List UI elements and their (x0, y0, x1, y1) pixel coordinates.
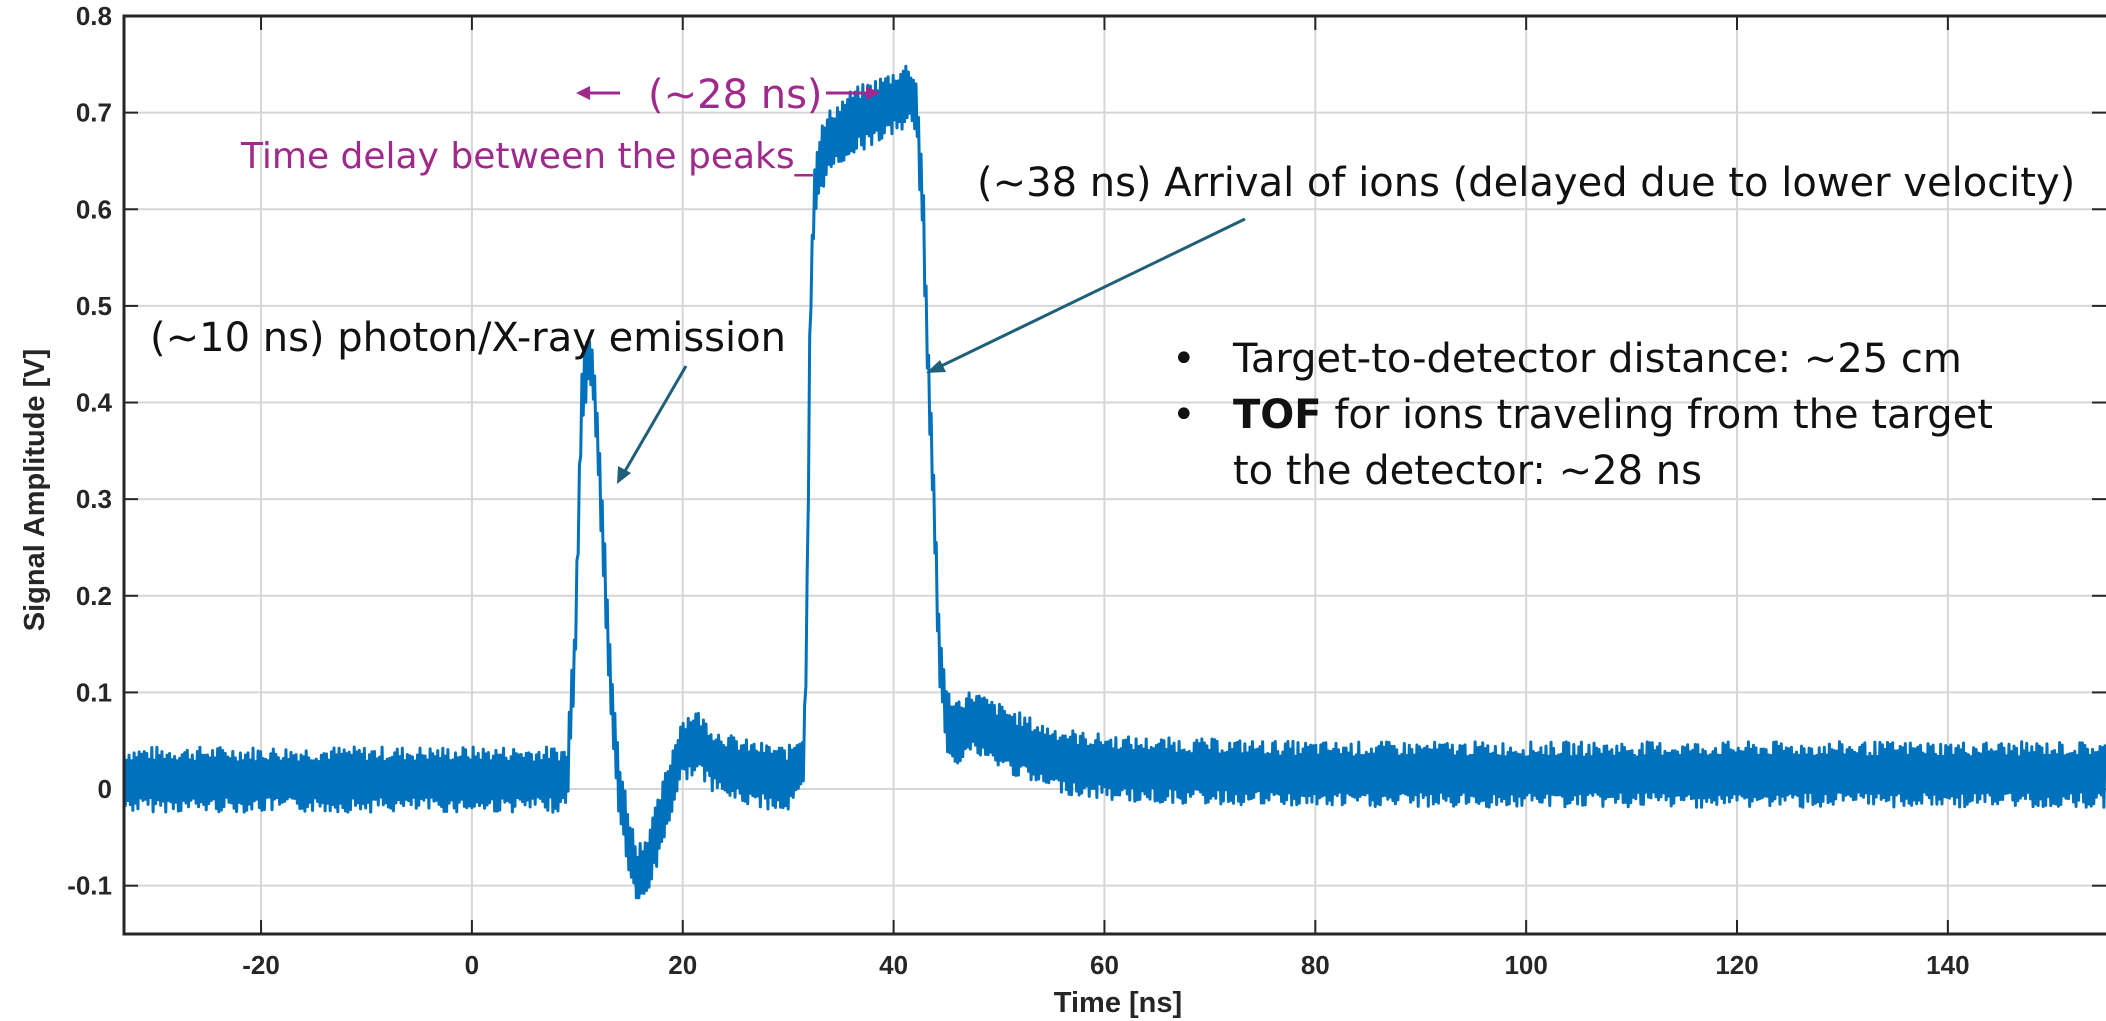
bullet-line-2-continuation: to the detector: ~28 ns (1233, 448, 1702, 494)
delay-arrowhead-right (866, 86, 880, 100)
annotation-ions-arrowhead (926, 360, 946, 373)
axis-ticks (124, 15, 2106, 934)
annotation-photon: (~10 ns) photon/X-ray emission (150, 315, 786, 361)
bullet-2-bold: TOF (1233, 392, 1322, 438)
y-tick-label: 0.1 (76, 677, 112, 707)
delay-arrowhead-left (576, 86, 590, 100)
x-tick-label: 0 (465, 950, 479, 980)
bullet-line-1: Target-to-detector distance: ~25 cm (1232, 336, 1962, 382)
bullet-line-2: TOF for ions traveling from the target (1233, 392, 1993, 438)
bullet-2-text: for ions traveling from the target (1322, 392, 1993, 438)
bullet-1-text: Target-to-detector distance: ~25 cm (1232, 336, 1962, 382)
x-tick-label: 100 (1504, 950, 1547, 980)
y-tick-label: 0.8 (76, 1, 112, 31)
y-tick-label: 0.5 (76, 291, 112, 321)
y-tick-label: 0.2 (76, 581, 112, 611)
annotation-delay-value: (~28 ns) (648, 72, 823, 118)
x-tick-label: 80 (1301, 950, 1330, 980)
y-tick-label: 0.6 (76, 194, 112, 224)
x-tick-label: 20 (668, 950, 697, 980)
x-tick-label: 140 (1926, 950, 1969, 980)
x-axis-label: Time [ns] (1054, 987, 1182, 1019)
x-tick-label: -20 (242, 950, 280, 980)
tick-labels: -20 0 20 40 60 80 100 120 140 -0.1 0 0.1 0.2 0.3 0.4 0.… (67, 1, 1969, 980)
y-tick-label: 0 (98, 774, 112, 804)
y-tick-label: 0.7 (76, 98, 112, 128)
bullet-marker-2: • (1172, 392, 1196, 438)
plot-frame (122, 14, 2106, 936)
series-layer (122, 64, 2106, 900)
annotation-ions-arrow (934, 217, 1246, 371)
x-tick-label: 120 (1715, 950, 1758, 980)
y-tick-label: -0.1 (67, 871, 112, 901)
annotation-photon-arrowhead (617, 466, 631, 484)
annotations: (~10 ns) photon/X-ray emission (~38 ns) … (150, 72, 2075, 494)
series-line (122, 64, 2106, 900)
annotation-ions: (~38 ns) Arrival of ions (delayed due to… (977, 160, 2075, 206)
bullet-marker-1: • (1172, 336, 1196, 382)
annotation-delay-label: Time delay between the peaks_ (240, 136, 814, 177)
y-tick-label: 0.3 (76, 484, 112, 514)
y-tick-label: 0.4 (76, 388, 113, 418)
y-axis-label: Signal Amplitude [V] (19, 349, 51, 631)
annotation-photon-arrow (619, 365, 688, 479)
x-tick-label: 40 (879, 950, 908, 980)
x-tick-label: 60 (1090, 950, 1119, 980)
